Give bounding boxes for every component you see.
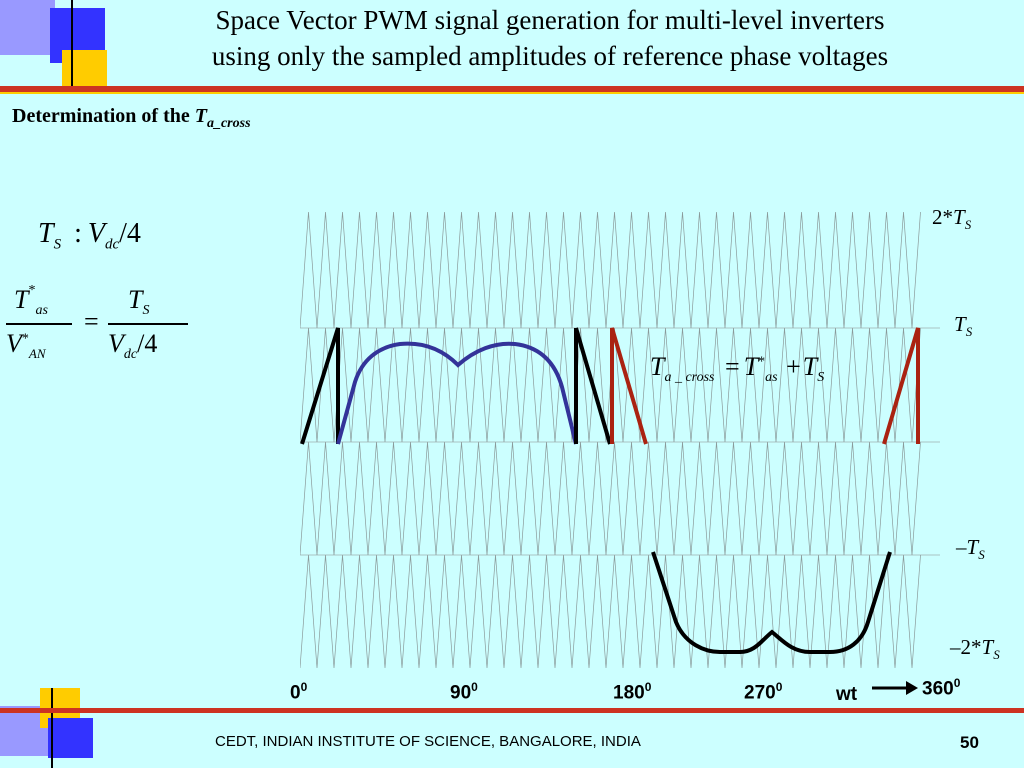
eq-symbol: T — [38, 218, 54, 249]
blue-square — [48, 718, 93, 758]
eq-superscript: * — [21, 331, 29, 347]
eq-subscript: dc — [123, 347, 138, 363]
blue-reference-curve — [336, 341, 578, 445]
y-label-subscript: S — [964, 217, 972, 233]
lavender-square — [0, 0, 55, 55]
carrier-band-0 — [300, 212, 921, 329]
page-number: 50 — [960, 733, 979, 752]
bottom-left-decoration — [0, 688, 93, 768]
y-label-subscript: S — [978, 547, 985, 563]
eq-subscript: S — [142, 303, 150, 319]
x-label-180: 1800 — [613, 680, 651, 704]
eq-superscript: * — [28, 283, 36, 299]
x-label-90: 900 — [450, 680, 478, 704]
subheading-text: Determination of the — [12, 105, 195, 127]
x-label-value: 180 — [613, 682, 645, 704]
fraction-right-denominator: Vdc/4 — [108, 329, 157, 363]
x-label-value: 270 — [744, 682, 776, 704]
equation-proportion: T*as V*AN = TS Vdc/4 — [6, 283, 196, 375]
top-red-rule — [0, 86, 1024, 92]
y-label-prefix: – — [956, 535, 967, 559]
eq-subscript: dc — [104, 236, 120, 253]
y-label-prefix: 2* — [932, 205, 953, 229]
black-ramp-mid — [574, 327, 612, 445]
eq-equals: = — [725, 352, 740, 381]
eq-symbol: T — [802, 352, 818, 381]
eq-subscript: a _ cross — [664, 370, 715, 386]
red-ramp-mid — [610, 327, 648, 445]
carrier-band-2 — [300, 441, 921, 556]
footer-institution: CEDT, INDIAN INSTITUTE OF SCIENCE, BANGA… — [215, 733, 641, 750]
y-label-symbol: T — [981, 635, 994, 659]
y-label-symbol: T — [953, 205, 965, 229]
degree-superscript: 0 — [644, 680, 652, 694]
eq-symbol: T — [128, 285, 143, 314]
degree-superscript: 0 — [300, 680, 308, 694]
degree-superscript: 0 — [953, 676, 961, 690]
eq-subscript: as — [35, 303, 48, 319]
fraction-right-numerator: TS — [128, 285, 149, 319]
degree-superscript: 0 — [471, 680, 478, 694]
slide-title: Space Vector PWM signal generation for m… — [100, 2, 1000, 74]
x-label-value: 0 — [290, 682, 301, 704]
black-reference-curve-negative — [651, 551, 892, 654]
eq-subscript: as — [765, 370, 778, 386]
x-label-0: 00 — [290, 680, 307, 704]
y-label-prefix: –2* — [950, 635, 982, 659]
x-label-360: 3600 — [922, 676, 960, 700]
y-label-neg-2ts: –2*TS — [950, 635, 1000, 663]
y-label-subscript: S — [965, 324, 973, 340]
carrier-waveform-diagram — [300, 212, 940, 669]
subheading-subscript: a_cross — [206, 116, 251, 131]
y-label-ts: TS — [954, 312, 972, 340]
yellow-square — [62, 50, 107, 88]
eq-subscript: AN — [28, 346, 46, 362]
eq-subscript: S — [817, 370, 825, 386]
fraction-left-numerator: T* as — [14, 283, 48, 319]
y-label-symbol: T — [966, 535, 979, 559]
carrier-band-3 — [300, 554, 921, 669]
title-line-2: using only the sampled amplitudes of ref… — [211, 41, 889, 71]
fraction-bar-left — [6, 323, 72, 325]
eq-plus: + — [786, 352, 801, 381]
bottom-red-rule — [0, 708, 1024, 713]
y-label-2ts: 2*TS — [932, 205, 971, 233]
subheading-symbol: T — [194, 105, 207, 127]
y-label-neg-ts: –TS — [956, 535, 985, 563]
eq-tail: /4 — [119, 218, 141, 249]
black-ramp-start — [300, 327, 340, 445]
y-label-subscript: S — [993, 647, 1000, 663]
eq-symbol: T — [650, 352, 665, 381]
y-label-symbol: T — [954, 312, 966, 336]
eq-symbol: V — [108, 329, 124, 358]
x-axis-name: wt — [836, 684, 858, 705]
subheading: Determination of the Ta_cross — [12, 105, 251, 132]
title-line-1: Space Vector PWM signal generation for m… — [215, 5, 885, 35]
fraction-bar-right — [108, 323, 188, 325]
top-left-decoration — [0, 0, 107, 90]
degree-superscript: 0 — [775, 680, 783, 694]
x-label-270: 2700 — [744, 680, 782, 704]
eq-equals: = — [84, 307, 99, 336]
fraction-left-denominator: V*AN — [6, 329, 46, 362]
eq-symbol: V — [6, 329, 22, 358]
x-label-value: 90 — [450, 682, 472, 704]
x-label-value: 360 — [922, 678, 954, 700]
eq-operator: : — [74, 218, 82, 249]
eq-tail: /4 — [137, 329, 158, 358]
right-arrow-icon — [872, 681, 918, 695]
eq-subscript: S — [53, 236, 62, 253]
eq-symbol: T — [14, 285, 29, 314]
eq-symbol: V — [87, 218, 105, 249]
red-ramp-end — [882, 327, 920, 445]
equation-ts-ratio: TS : Vdc/4 — [38, 218, 141, 254]
equation-t-a-cross: Ta _ cross = T*as +TS — [650, 352, 824, 386]
eq-superscript: * — [758, 354, 766, 370]
top-yellow-rule — [0, 92, 1024, 94]
eq-symbol: T — [743, 352, 759, 381]
